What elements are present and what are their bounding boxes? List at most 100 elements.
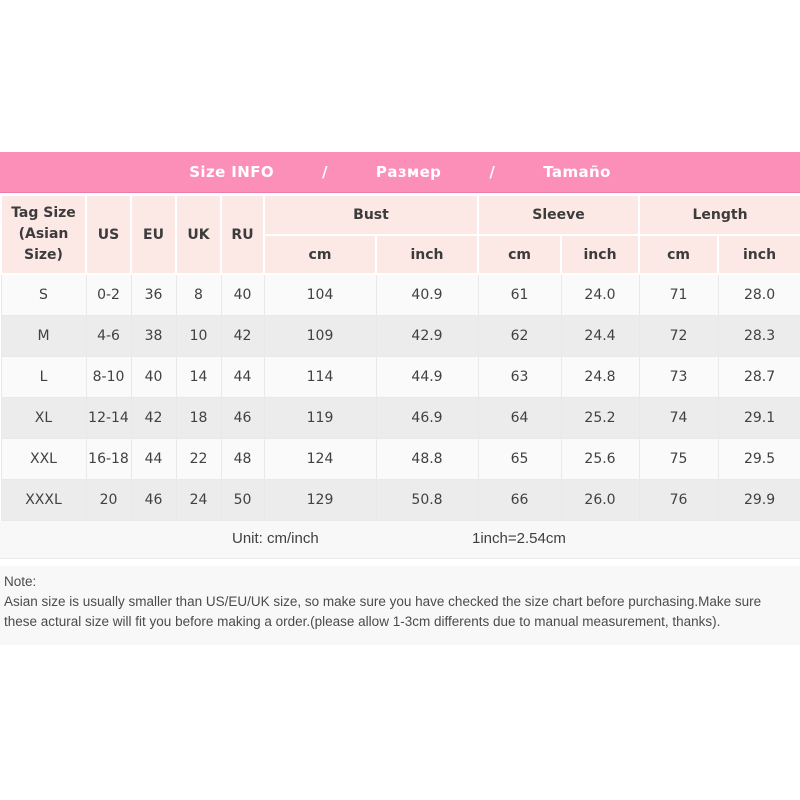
cell-length-inch: 28.3: [717, 315, 800, 357]
cell-eu: 40: [130, 356, 177, 398]
header-uk: UK: [175, 194, 222, 275]
unit-label: Unit: cm/inch: [232, 530, 319, 547]
cell-sleeve-inch: 26.0: [560, 479, 640, 521]
cell-us: 8-10: [85, 356, 132, 398]
unit-footer: Unit: cm/inch 1inch=2.54cm: [0, 521, 800, 559]
cell-bust-cm: 114: [263, 356, 377, 398]
cell-bust-inch: 50.8: [375, 479, 479, 521]
cell-length-inch: 29.5: [717, 438, 800, 480]
cell-sleeve-cm: 63: [477, 356, 562, 398]
cell-sleeve-cm: 61: [477, 273, 562, 316]
header-length-cm: cm: [638, 234, 720, 275]
cell-eu: 44: [130, 438, 177, 480]
cell-us: 16-18: [85, 438, 132, 480]
cell-uk: 14: [175, 356, 222, 398]
cell-length-inch: 29.9: [717, 479, 800, 521]
cell-eu: 46: [130, 479, 177, 521]
cell-sleeve-inch: 24.4: [560, 315, 640, 357]
cell-ru: 50: [220, 479, 265, 521]
header-sleeve-cm: cm: [477, 234, 563, 275]
cell-eu: 42: [130, 397, 177, 439]
cell-us: 20: [85, 479, 132, 521]
cell-ru: 46: [220, 397, 265, 439]
cell-length-cm: 71: [638, 273, 719, 316]
cell-tag-size: M: [0, 315, 87, 357]
header-length: Length: [638, 194, 800, 236]
cell-sleeve-inch: 24.0: [560, 273, 640, 316]
cell-length-cm: 76: [638, 479, 719, 521]
cell-eu: 38: [130, 315, 177, 357]
cell-tag-size: L: [0, 356, 87, 398]
cell-tag-size: XXXL: [0, 479, 87, 521]
cell-sleeve-inch: 24.8: [560, 356, 640, 398]
cell-ru: 44: [220, 356, 265, 398]
table-row-l: L 8-10 40 14 44 114 44.9 63 24.8 73 28.7: [0, 356, 800, 398]
cell-ru: 48: [220, 438, 265, 480]
cell-bust-cm: 104: [263, 273, 377, 316]
cell-sleeve-inch: 25.2: [560, 397, 640, 439]
cell-sleeve-cm: 66: [477, 479, 562, 521]
cell-bust-inch: 42.9: [375, 315, 479, 357]
cell-length-inch: 28.0: [717, 273, 800, 316]
table-row-xxl: XXL 16-18 44 22 48 124 48.8 65 25.6 75 2…: [0, 438, 800, 480]
cell-length-cm: 75: [638, 438, 719, 480]
cell-uk: 18: [175, 397, 222, 439]
note-section: Note: Asian size is usually smaller than…: [0, 566, 800, 645]
header-tag-size: Tag Size (Asian Size): [0, 194, 87, 275]
banner-title-ru: Размер: [375, 163, 442, 181]
table-row-xxxl: XXXL 20 46 24 50 129 50.8 66 26.0 76 29.…: [0, 479, 800, 521]
cell-bust-inch: 46.9: [375, 397, 479, 439]
cell-us: 0-2: [85, 273, 132, 316]
cell-sleeve-cm: 62: [477, 315, 562, 357]
header-sleeve-inch: inch: [560, 234, 641, 275]
cell-us: 12-14: [85, 397, 132, 439]
cell-uk: 8: [175, 273, 222, 316]
cell-ru: 40: [220, 273, 265, 316]
table-row-s: S 0-2 36 8 40 104 40.9 61 24.0 71 28.0: [0, 273, 800, 316]
note-body: Asian size is usually smaller than US/EU…: [4, 594, 762, 629]
cell-uk: 22: [175, 438, 222, 480]
cell-sleeve-cm: 64: [477, 397, 562, 439]
cell-length-inch: 28.7: [717, 356, 800, 398]
table-row-m: M 4-6 38 10 42 109 42.9 62 24.4 72 28.3: [0, 315, 800, 357]
cell-uk: 10: [175, 315, 222, 357]
cell-length-inch: 29.1: [717, 397, 800, 439]
header-bust-cm: cm: [263, 234, 377, 275]
cell-tag-size: XXL: [0, 438, 87, 480]
cell-bust-inch: 48.8: [375, 438, 479, 480]
banner-separator: /: [322, 163, 328, 181]
cell-length-cm: 74: [638, 397, 719, 439]
cell-length-cm: 73: [638, 356, 719, 398]
conversion-label: 1inch=2.54cm: [472, 530, 566, 547]
cell-tag-size: XL: [0, 397, 87, 439]
cell-bust-inch: 44.9: [375, 356, 479, 398]
banner-title-en: Size INFO: [189, 163, 275, 181]
banner-separator: /: [489, 163, 496, 181]
cell-bust-cm: 119: [263, 397, 377, 439]
size-table: Tag Size (Asian Size) US EU UK RU Bust S…: [0, 194, 800, 521]
cell-bust-cm: 109: [263, 315, 377, 357]
cell-uk: 24: [175, 479, 222, 521]
table-row-xl: XL 12-14 42 18 46 119 46.9 64 25.2 74 29…: [0, 397, 800, 439]
header-ru: RU: [220, 194, 265, 275]
note-heading: Note:: [4, 574, 37, 589]
size-info-banner: Size INFO / Размер / Tamaño: [0, 152, 800, 193]
cell-tag-size: S: [0, 273, 87, 316]
cell-bust-cm: 124: [263, 438, 377, 480]
cell-bust-inch: 40.9: [375, 273, 479, 316]
header-sleeve: Sleeve: [477, 194, 641, 236]
cell-length-cm: 72: [638, 315, 719, 357]
header-length-inch: inch: [717, 234, 800, 275]
cell-ru: 42: [220, 315, 265, 357]
header-bust-inch: inch: [374, 234, 480, 275]
cell-eu: 36: [130, 273, 177, 316]
header-us: US: [85, 194, 132, 275]
header-bust: Bust: [262, 194, 480, 236]
cell-us: 4-6: [85, 315, 132, 357]
cell-sleeve-cm: 65: [477, 438, 562, 480]
header-eu: EU: [130, 194, 177, 275]
cell-bust-cm: 129: [263, 479, 377, 521]
banner-title-es: Tamaño: [543, 163, 611, 181]
cell-sleeve-inch: 25.6: [560, 438, 640, 480]
